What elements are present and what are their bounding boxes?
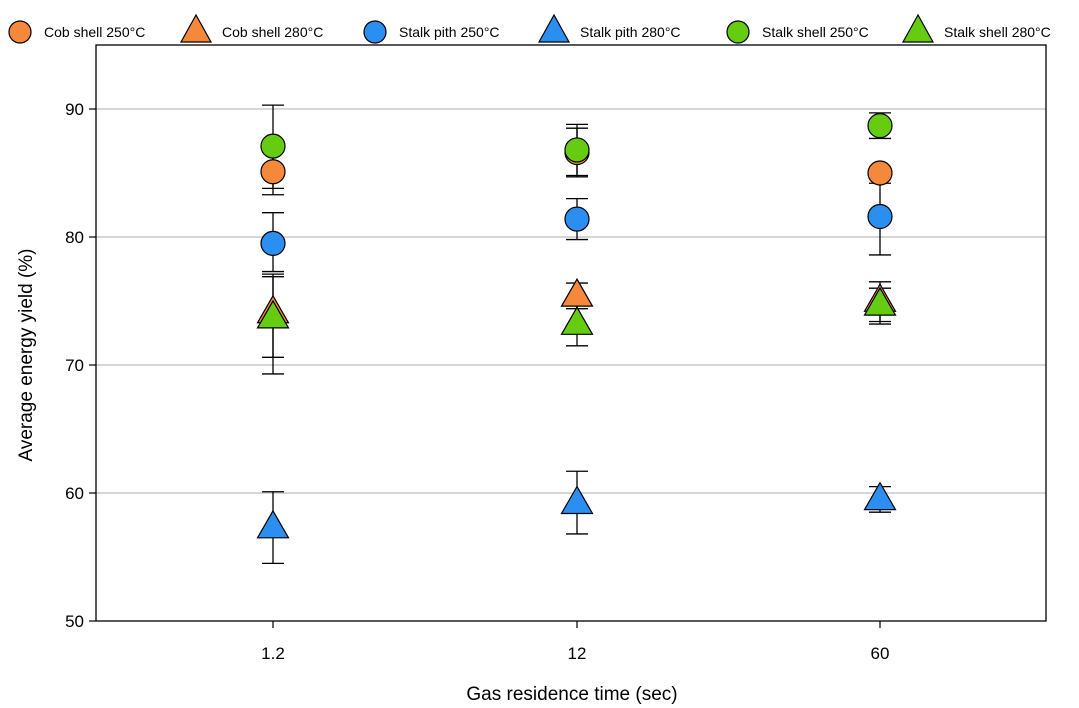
- point-stalk-shell-250c-12: [564, 137, 590, 163]
- legend-item-stalk-shell-250c: Stalk shell 250°C: [726, 20, 869, 44]
- x-tick-label-60: 60: [871, 644, 890, 663]
- point-stalk-pith-280c-12: [560, 485, 594, 515]
- point-cob-shell-250c-1-2: [260, 159, 286, 185]
- y-tick-label-90: 90: [65, 100, 84, 119]
- x-tick-label-1-2: 1.2: [261, 644, 285, 663]
- legend-marker-stalk-shell-250c: [726, 20, 750, 44]
- legend-item-stalk-shell-280c: Stalk shell 280°C: [901, 13, 1051, 43]
- legend-marker-stalk-pith-280c: [537, 13, 571, 43]
- legend-item-stalk-pith-280c: Stalk pith 280°C: [537, 13, 681, 43]
- legend-item-cob-shell-250c: Cob shell 250°C: [8, 20, 145, 44]
- point-stalk-pith-250c-1-2: [260, 230, 286, 256]
- legend-marker-cob-shell-280c: [179, 13, 213, 43]
- x-tick-label-12: 12: [568, 644, 587, 663]
- legend-label-stalk-shell-250c: Stalk shell 250°C: [762, 24, 869, 40]
- legend-marker-stalk-pith-250c: [363, 20, 387, 44]
- legend-label-cob-shell-280c: Cob shell 280°C: [222, 24, 323, 40]
- point-stalk-pith-280c-60: [863, 481, 897, 511]
- legend-marker-cob-shell-250c: [8, 20, 32, 44]
- legend-item-stalk-pith-250c: Stalk pith 250°C: [363, 20, 500, 44]
- legend-item-cob-shell-280c: Cob shell 280°C: [179, 13, 323, 43]
- point-stalk-pith-250c-60: [867, 203, 893, 230]
- legend-label-stalk-shell-280c: Stalk shell 280°C: [944, 24, 1051, 40]
- plot-frame: [95, 44, 1047, 622]
- point-stalk-pith-250c-12: [564, 206, 590, 232]
- legend-label-cob-shell-250c: Cob shell 250°C: [44, 24, 145, 40]
- point-stalk-shell-250c-1-2: [260, 133, 286, 159]
- point-stalk-pith-280c-1-2: [256, 509, 290, 539]
- y-tick-label-50: 50: [65, 612, 84, 631]
- grid-layer: [96, 108, 1046, 494]
- point-stalk-shell-280c-1-2: [256, 299, 290, 329]
- legend-label-stalk-pith-250c: Stalk pith 250°C: [399, 24, 500, 40]
- legend-label-stalk-pith-280c: Stalk pith 280°C: [580, 24, 681, 40]
- point-stalk-shell-250c-60: [867, 113, 893, 139]
- y-tick-label-60: 60: [65, 484, 84, 503]
- point-stalk-shell-280c-60: [863, 286, 897, 316]
- y-tick-label-70: 70: [65, 356, 84, 375]
- legend-marker-stalk-shell-280c: [901, 13, 935, 43]
- x-axis-label: Gas residence time (sec): [466, 684, 677, 705]
- point-cob-shell-250c-60: [867, 160, 893, 186]
- marker-layer: [256, 113, 897, 539]
- y-tick-label-80: 80: [65, 228, 84, 247]
- y-axis-label: Average energy yield (%): [16, 249, 37, 462]
- legend: Cob shell 250°C Cob shell 280°C Stalk pith…: [8, 13, 1051, 44]
- axes-layer: 50 60 70 80 90 1.2 12 60: [65, 44, 1047, 663]
- point-stalk-shell-280c-12: [560, 306, 594, 335]
